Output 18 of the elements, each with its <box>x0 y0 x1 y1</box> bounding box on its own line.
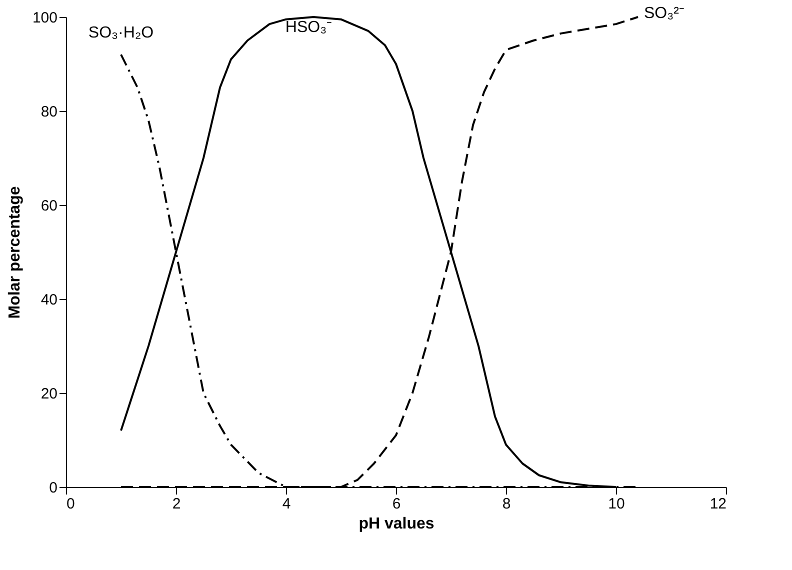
x-tick-label: 6 <box>392 496 401 512</box>
y-tick-label: 100 <box>32 10 58 26</box>
x-tick-label: 0 <box>66 496 75 512</box>
x-tick-label: 8 <box>502 496 511 512</box>
x-tick-label: 10 <box>608 496 625 512</box>
x-tick-label: 2 <box>172 496 181 512</box>
y-tick-label: 40 <box>40 292 58 308</box>
series-label: SO₃·H₂O <box>88 24 154 42</box>
y-axis-title: Molar percentage <box>6 186 24 319</box>
x-axis-title: pH values <box>358 516 434 532</box>
y-tick-label: 20 <box>40 386 58 402</box>
x-tick-label: 4 <box>282 496 291 512</box>
y-tick-label: 60 <box>40 198 58 214</box>
y-tick-label: 80 <box>40 104 58 120</box>
series-label: SO₃²⁻ <box>644 5 684 22</box>
x-tick-label: 12 <box>710 496 726 512</box>
y-tick-label: 0 <box>49 480 58 496</box>
series-label: HSO₃⁻ <box>285 19 332 36</box>
